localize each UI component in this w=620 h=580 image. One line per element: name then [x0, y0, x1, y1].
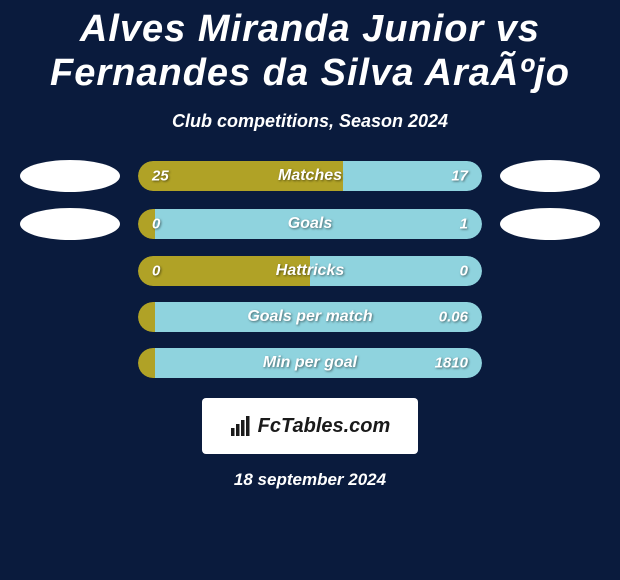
stat-bar: 0 Hattricks 0 — [138, 256, 482, 286]
stat-name: Matches — [278, 167, 342, 185]
stat-row: 0 Goals 1 — [0, 208, 620, 240]
comparison-card: Alves Miranda Junior vs Fernandes da Sil… — [0, 0, 620, 580]
stat-name: Hattricks — [276, 262, 344, 280]
stats-list: 25 Matches 17 0 Goals 1 0 Hattricks 0 Goals per m… — [0, 160, 620, 378]
stat-name: Goals per match — [247, 308, 372, 326]
stat-value-player2: 1 — [460, 216, 468, 233]
stat-value-player1: 0 — [152, 263, 160, 280]
stat-bar: Min per goal 1810 — [138, 348, 482, 378]
stat-value-player1: 25 — [152, 168, 169, 185]
page-title: Alves Miranda Junior vs Fernandes da Sil… — [0, 0, 620, 95]
player2-pill — [500, 160, 600, 192]
stat-value-player2: 0.06 — [439, 309, 468, 326]
stat-value-player2: 17 — [451, 168, 468, 185]
subtitle: Club competitions, Season 2024 — [0, 111, 620, 132]
stat-row: 25 Matches 17 — [0, 160, 620, 192]
stat-name: Goals — [288, 215, 332, 233]
player1-pill — [20, 208, 120, 240]
stat-row: Min per goal 1810 — [0, 348, 620, 378]
stat-bar: 25 Matches 17 — [138, 161, 482, 191]
bar-fill-player1 — [138, 302, 155, 332]
bar-chart-icon — [230, 416, 252, 436]
stat-bar: 0 Goals 1 — [138, 209, 482, 239]
stat-value-player2: 1810 — [435, 355, 468, 372]
date-label: 18 september 2024 — [0, 470, 620, 490]
player1-pill — [20, 160, 120, 192]
player2-pill — [500, 208, 600, 240]
stat-row: 0 Hattricks 0 — [0, 256, 620, 286]
stat-value-player1: 0 — [152, 216, 160, 233]
branding-text: FcTables.com — [258, 415, 391, 438]
stat-value-player2: 0 — [460, 263, 468, 280]
stat-bar: Goals per match 0.06 — [138, 302, 482, 332]
stat-row: Goals per match 0.06 — [0, 302, 620, 332]
stat-name: Min per goal — [263, 354, 357, 372]
branding-badge: FcTables.com — [202, 398, 418, 454]
bar-fill-player1 — [138, 348, 155, 378]
